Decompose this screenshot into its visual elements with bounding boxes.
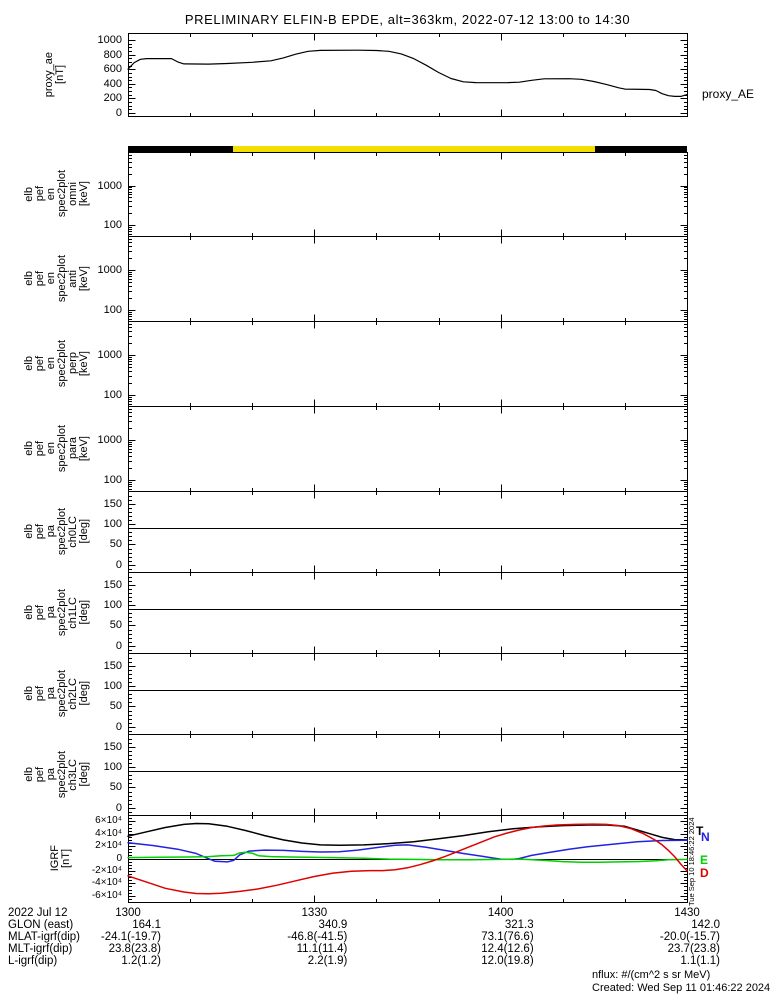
footer-row-value: 12.0(19.8) (481, 955, 534, 967)
spec-y-axis-title: elb pef en spec2plot para [keV] (23, 406, 90, 491)
pa-ytick-label: 0 (115, 801, 122, 814)
footer-row-value: 73.1(76.6) (481, 931, 534, 943)
proxy-y-axis-title: proxy_ae [nT] (43, 33, 66, 116)
igrf-ytick-label: 0 (116, 852, 122, 864)
spec-ytick-label: 1000 (97, 349, 122, 361)
footer-row-value: 23.8(23.8) (108, 943, 161, 955)
pa-ytick-label: 50 (109, 781, 122, 794)
igrf-ytick-label: 4×10⁴ (95, 827, 122, 839)
igrf-legend-T: T (696, 824, 704, 838)
igrf-legend-N: N (701, 830, 710, 844)
time-tick-label: 1300 (115, 907, 141, 919)
igrf-ytick-label: 6×10⁴ (95, 815, 122, 827)
pa-ytick-label: 150 (103, 740, 122, 753)
footer-row-value: 1.1(1.1) (680, 955, 720, 967)
pa-y-axis-title: elb pef pa spec2plot ch3LC [deg] (23, 734, 90, 815)
pa-ytick-label: 50 (109, 619, 122, 632)
proxy-ytick-label: 600 (103, 63, 122, 76)
igrf-ytick-label: -4×10⁴ (91, 877, 122, 889)
pa-ytick-label: 100 (103, 761, 122, 774)
time-tick-label: 1330 (301, 907, 328, 919)
axis-title-line: [deg] (78, 519, 90, 544)
footer-row-value: 11.1(11.4) (296, 943, 348, 955)
render-timestamp-vertical: Tue Sep 10 18:46:22 2024 (687, 817, 696, 906)
axis-title-line: [deg] (78, 762, 90, 787)
igrf-ytick-label: 2×10⁴ (95, 840, 122, 852)
spec-y-axis-title: elb pef en spec2plot anti [keV] (23, 236, 90, 321)
pa-ytick-label: 100 (103, 680, 122, 693)
footer-row-label: MLAT-igrf(dip) (8, 931, 80, 943)
footer-row-value: 1.2(1.2) (121, 955, 161, 967)
pa-ytick-label: 100 (103, 599, 122, 612)
pa-ytick-label: 0 (115, 639, 122, 652)
spec-y-axis-title: elb pef en spec2plot omni [keV] (23, 152, 90, 236)
footer-row-value: -24.1(-19.7) (100, 931, 161, 943)
pa-ytick-label: 150 (103, 659, 122, 672)
axis-title-line: [keV] (78, 181, 90, 207)
footer-row-value: 321.3 (504, 919, 534, 931)
proxy-ytick-label: 0 (115, 107, 122, 119)
footer-row-value: -20.0(-15.7) (659, 931, 720, 943)
spec-ytick-label: 100 (103, 473, 122, 486)
pa-ytick-label: 0 (115, 558, 122, 571)
igrf-y-axis-title: IGRF [nT] (49, 815, 72, 902)
pa-y-axis-title: elb pef pa spec2plot ch0LC [deg] (23, 491, 90, 572)
pa-ytick-label: 100 (103, 518, 122, 531)
proxy-ytick-label: 800 (103, 48, 122, 61)
pa-y-axis-title: elb pef pa spec2plot ch1LC [deg] (23, 572, 90, 653)
footer-row-label: MLT-igrf(dip) (8, 943, 73, 955)
pa-y-axis-title: elb pef pa spec2plot ch2LC [deg] (23, 653, 90, 734)
igrf-legend-E: E (700, 853, 709, 867)
pa-ytick-label: 50 (109, 700, 122, 713)
axis-title-line: [nT] (60, 849, 72, 868)
proxy-ytick-label: 1000 (97, 34, 122, 46)
igrf-ytick-label: -2×10⁴ (91, 864, 122, 876)
spec-y-axis-title: elb pef en spec2plot perp [keV] (23, 321, 90, 406)
time-tick-label: 1400 (487, 907, 514, 919)
footer-row-value: 23.7(23.8) (667, 943, 720, 955)
axis-title-line: [deg] (78, 600, 90, 625)
axis-title-line: [keV] (78, 435, 90, 462)
igrf-legend-D: D (700, 866, 709, 880)
footer-row-value: 340.9 (318, 919, 348, 931)
footer-row-value: 12.4(12.6) (481, 943, 534, 955)
axis-title-line: [deg] (78, 681, 90, 706)
axis-title-line: [keV] (78, 265, 90, 292)
spec-ytick-label: 1000 (97, 434, 122, 446)
footer-row-value: 164.1 (132, 919, 161, 931)
spec-ytick-label: 1000 (97, 264, 122, 276)
proxy-ae-right-label: proxy_AE (702, 87, 755, 101)
igrf-ytick-label: -6×10⁴ (91, 889, 122, 901)
plot-title: PRELIMINARY ELFIN-B EPDE, alt=363km, 202… (184, 12, 631, 27)
spec-ytick-label: 1000 (97, 179, 122, 192)
time-tick-label: 1430 (674, 907, 700, 919)
footer-row-value: 2.2(1.9) (307, 955, 348, 967)
spec-ytick-label: 100 (103, 303, 122, 316)
axis-title-line: [keV] (78, 350, 90, 377)
footer-row-label: GLON (east) (8, 919, 74, 931)
created-timestamp: Created: Wed Sep 11 01:46:22 2024 (592, 982, 771, 994)
footer-row-label: L-igrf(dip) (8, 955, 58, 967)
pa-ytick-label: 150 (103, 578, 122, 591)
date-label: 2022 Jul 12 (8, 907, 68, 919)
spec-ytick-label: 100 (103, 388, 122, 401)
nflux-units-note: nflux: #/(cm^2 s sr MeV) (592, 969, 711, 981)
footer-row-value: 142.0 (691, 919, 720, 931)
pa-ytick-label: 50 (109, 538, 122, 551)
footer-row-value: -46.8(-41.5) (287, 931, 348, 943)
proxy-ytick-label: 400 (103, 77, 122, 90)
axis-title-line: [nT] (54, 65, 66, 84)
pa-ytick-label: 0 (115, 720, 122, 733)
proxy-ytick-label: 200 (103, 92, 122, 105)
spec-ytick-label: 100 (103, 219, 122, 232)
pa-ytick-label: 150 (103, 497, 122, 510)
